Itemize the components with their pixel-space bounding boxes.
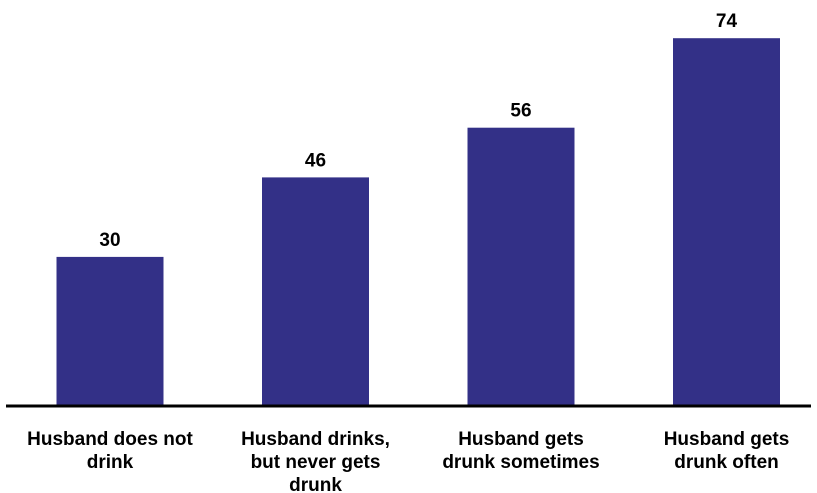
value-label-4: 74 — [716, 11, 738, 32]
category-label-1: Husband does not drink — [27, 429, 193, 473]
value-label-1: 30 — [99, 230, 120, 251]
category-label-line: drunk often — [674, 452, 779, 473]
bar-1 — [56, 256, 164, 406]
value-label-2: 46 — [305, 150, 326, 171]
category-label-line: drink — [87, 452, 134, 473]
category-label-line: but never gets — [251, 452, 381, 473]
category-label-line: Husband drinks, — [241, 429, 390, 450]
category-label-3: Husband gets drunk sometimes — [442, 429, 599, 473]
bar-2 — [262, 177, 369, 406]
bar-3 — [467, 127, 575, 406]
category-label-line: Husband gets — [664, 429, 790, 450]
category-label-line: Husband does not — [27, 429, 193, 450]
value-label-3: 56 — [510, 101, 531, 122]
category-label-2: Husband drinks, but never gets drunk — [241, 429, 390, 493]
category-label-line: drunk — [289, 475, 342, 493]
category-label-line: drunk sometimes — [442, 452, 599, 473]
category-label-line: Husband gets — [458, 429, 584, 450]
category-label-4: Husband gets drunk often — [664, 429, 790, 473]
bar-4 — [673, 38, 780, 406]
